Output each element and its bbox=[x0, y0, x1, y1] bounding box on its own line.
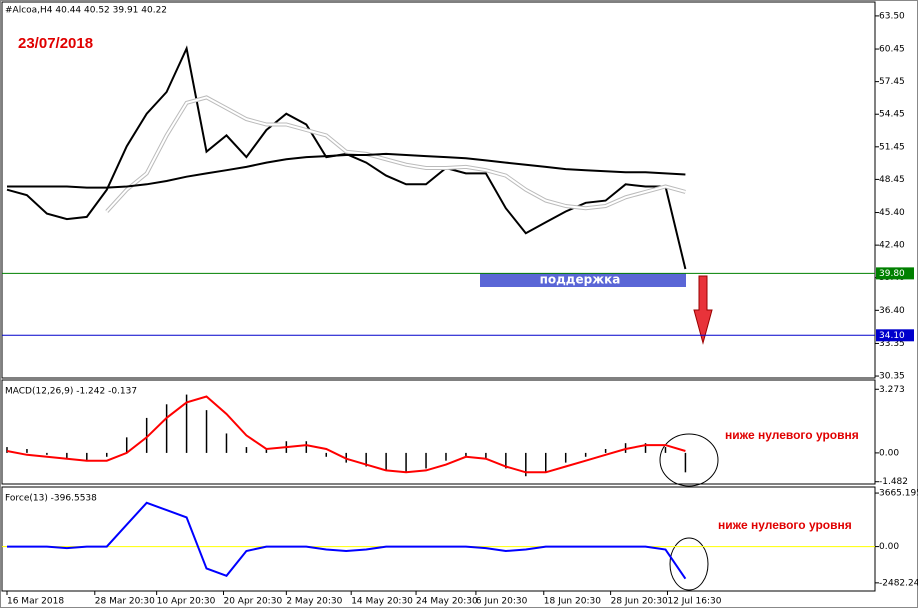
support-label: поддержка bbox=[540, 273, 621, 287]
level-label: 34.10 bbox=[879, 331, 905, 341]
y-tick-label: 48.45 bbox=[879, 175, 905, 185]
x-tick-label: 14 May 20:30 bbox=[351, 597, 413, 607]
y-tick-label: 54.45 bbox=[879, 110, 905, 120]
support-zone bbox=[480, 273, 686, 287]
x-tick-label: 28 Mar 20:30 bbox=[95, 597, 155, 607]
x-tick-label: 28 Jun 20:30 bbox=[611, 597, 668, 607]
macd-title: MACD(12,26,9) -1.242 -0.137 bbox=[5, 387, 137, 397]
series-line bbox=[106, 96, 686, 213]
x-tick-label: 24 May 20:30 bbox=[416, 597, 478, 607]
y-tick-label: 3.273 bbox=[879, 385, 905, 395]
force-annotation: ниже нулевого уровня bbox=[718, 518, 852, 532]
x-tick-label: 20 Apr 20:30 bbox=[223, 597, 282, 607]
x-tick-label: 2 May 20:30 bbox=[286, 597, 342, 607]
y-tick-label: 33.35 bbox=[879, 339, 905, 349]
y-tick-label: 0.00 bbox=[879, 542, 899, 552]
series-line bbox=[6, 395, 686, 474]
y-tick-label: 45.40 bbox=[879, 208, 905, 218]
down-arrow bbox=[693, 275, 713, 345]
x-tick-label: 12 Jul 16:30 bbox=[667, 597, 721, 607]
highlight-circle bbox=[669, 537, 709, 591]
price-title: #Alcoa,H4 40.44 40.52 39.91 40.22 bbox=[5, 6, 167, 16]
y-tick-label: 42.40 bbox=[879, 241, 905, 251]
highlight-circle bbox=[659, 433, 719, 487]
level-label: 39.80 bbox=[879, 269, 905, 279]
level-label-box bbox=[876, 329, 914, 342]
y-tick-label: -2482.24 bbox=[879, 578, 918, 588]
y-tick-label: 57.45 bbox=[879, 77, 905, 87]
force-title: Force(13) -396.5538 bbox=[5, 494, 97, 504]
macd-annotation: ниже нулевого уровня bbox=[725, 428, 859, 442]
x-tick-label: 10 Apr 20:30 bbox=[157, 597, 216, 607]
level-label-box bbox=[876, 267, 914, 280]
macd-panel bbox=[1, 379, 876, 485]
x-tick-label: 16 Mar 2018 bbox=[7, 597, 64, 607]
x-tick-label: 6 Jun 20:30 bbox=[476, 597, 528, 607]
force-panel bbox=[1, 486, 876, 592]
series-line bbox=[7, 152, 686, 189]
y-tick-label: 63.50 bbox=[879, 11, 905, 21]
y-tick-label: -1.482 bbox=[879, 477, 908, 487]
y-tick-label: 36.40 bbox=[879, 306, 905, 316]
date-annotation: 23/07/2018 bbox=[18, 35, 93, 52]
x-tick-label: 18 Jun 20:30 bbox=[544, 597, 601, 607]
price-panel bbox=[1, 1, 876, 379]
y-tick-label: 30.35 bbox=[879, 372, 905, 382]
y-tick-label: 51.45 bbox=[879, 142, 905, 152]
y-tick-label: 60.45 bbox=[879, 45, 905, 55]
y-tick-label: 3665.195 bbox=[879, 489, 918, 499]
series-line bbox=[7, 501, 687, 580]
y-tick-label: 0.00 bbox=[879, 448, 899, 458]
